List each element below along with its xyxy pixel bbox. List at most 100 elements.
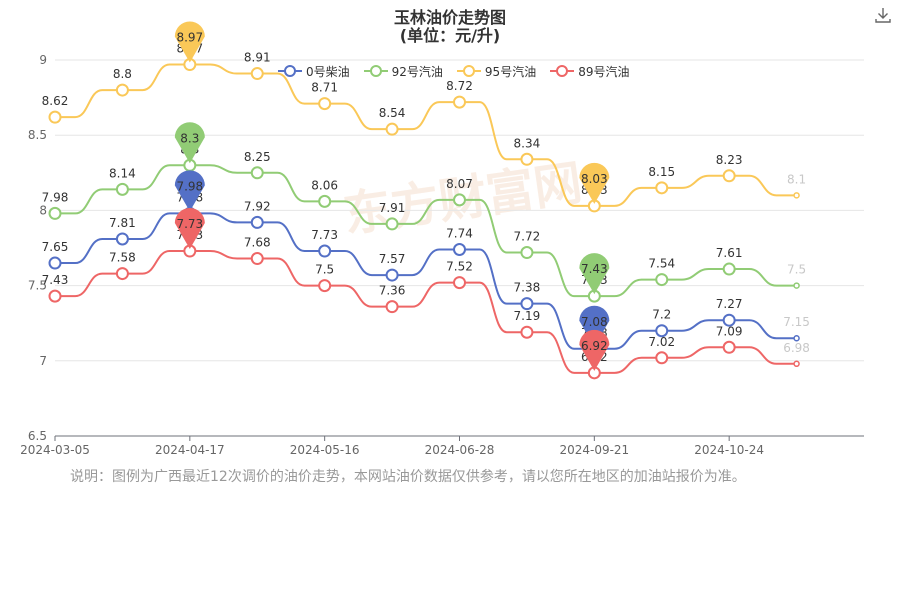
pin-label: 7.98 — [176, 179, 203, 193]
x-tick-label: 2024-03-05 — [20, 443, 90, 457]
data-point — [722, 340, 736, 354]
pin-label: 8.97 — [176, 31, 203, 45]
data-point — [385, 122, 399, 136]
data-point — [793, 192, 800, 199]
x-tick-label: 2024-09-21 — [559, 443, 629, 457]
pin-shape — [579, 329, 610, 371]
data-point — [115, 83, 129, 97]
footnote: 说明：图例为广西最近12次调价的油价走势，本网站油价数据仅供参考，请以您所在地区… — [70, 469, 746, 485]
max-marker: 8.97 — [174, 21, 205, 63]
series-3: 7.43 7.58 7.73 7.68 7.5 7.36 7.52 7.19 6.92 7.02 7… — [42, 228, 810, 380]
legend-label: 95号汽油 — [484, 64, 537, 79]
data-label: 8.91 — [244, 51, 271, 65]
data-label: 8.71 — [311, 81, 338, 95]
y-tick-label: 8 — [39, 203, 47, 217]
pin-label: 7.73 — [176, 217, 203, 231]
min-marker: 7.43 — [579, 253, 610, 295]
data-label: 7.73 — [311, 228, 338, 242]
data-point — [520, 246, 534, 260]
data-label: 7.09 — [716, 324, 743, 338]
max-marker: 7.73 — [174, 208, 205, 250]
data-label: 6.98 — [783, 341, 810, 355]
series-line — [55, 250, 797, 374]
data-point — [655, 324, 669, 338]
data-point — [655, 351, 669, 365]
data-point — [655, 181, 669, 195]
y-tick-label: 8.5 — [28, 128, 47, 142]
data-point — [385, 268, 399, 282]
data-label: 7.5 — [315, 263, 334, 277]
data-point — [793, 334, 800, 342]
data-point — [250, 252, 264, 266]
pin-label: 8.3 — [180, 131, 199, 145]
chart-legend: 0号柴油 92号汽油 95号汽油 89号汽油 — [278, 62, 629, 80]
y-tick-label: 7 — [39, 354, 47, 368]
data-label: 7.43 — [42, 273, 69, 287]
pin-shape — [174, 122, 205, 164]
data-label: 7.98 — [42, 190, 69, 204]
data-point — [385, 300, 399, 314]
data-point — [520, 325, 534, 339]
chart-title: 玉林油价走势图 — [393, 8, 506, 27]
data-label: 8.72 — [446, 79, 473, 93]
data-label: 7.19 — [514, 309, 541, 323]
legend-item[interactable]: 0号柴油 — [278, 62, 350, 80]
data-label: 7.52 — [446, 260, 473, 274]
data-label: 7.68 — [244, 236, 271, 250]
data-label: 7.36 — [379, 284, 406, 298]
data-label: 7.02 — [648, 335, 675, 349]
pin-shape — [579, 253, 610, 295]
legend-swatch — [456, 65, 481, 77]
data-label: 8.54 — [379, 106, 406, 120]
data-point — [318, 194, 332, 208]
data-label: 7.72 — [514, 230, 541, 244]
data-point — [453, 243, 466, 257]
data-point — [722, 262, 736, 276]
data-label: 7.61 — [716, 246, 743, 260]
pin-label: 8.03 — [581, 172, 608, 186]
series-line — [55, 212, 797, 350]
x-tick-label: 2024-06-28 — [425, 443, 495, 457]
chart-subtitle: (单位：元/升) — [399, 26, 501, 45]
data-label: 7.54 — [648, 257, 675, 271]
data-label: 7.2 — [652, 308, 671, 322]
data-point — [318, 279, 332, 293]
data-point — [520, 152, 534, 166]
data-label: 8.62 — [42, 94, 69, 108]
data-point — [453, 193, 466, 207]
legend-item[interactable]: 89号汽油 — [550, 62, 629, 80]
legend-label: 0号柴油 — [306, 64, 350, 79]
pin-shape — [174, 170, 205, 212]
legend-item[interactable]: 95号汽油 — [456, 62, 537, 80]
data-label: 8.23 — [716, 153, 743, 167]
data-point — [318, 244, 332, 258]
data-label: 8.15 — [648, 165, 675, 179]
data-point — [722, 313, 736, 327]
data-label: 7.92 — [244, 199, 271, 213]
data-label: 8.14 — [109, 166, 136, 180]
data-label: 8.1 — [787, 172, 806, 186]
data-point — [250, 166, 264, 180]
series-line — [55, 63, 797, 207]
data-label: 7.81 — [109, 216, 136, 230]
data-label: 7.74 — [446, 227, 473, 241]
data-point — [655, 273, 669, 287]
data-label: 8.06 — [311, 178, 338, 192]
legend-label: 89号汽油 — [578, 64, 630, 79]
data-label: 7.5 — [787, 263, 806, 277]
data-point — [318, 97, 332, 111]
data-point — [115, 232, 129, 246]
data-label: 7.57 — [379, 252, 406, 266]
min-marker: 6.92 — [579, 329, 610, 371]
data-point — [453, 95, 466, 109]
legend-item[interactable]: 92号汽油 — [363, 62, 443, 80]
download-icon[interactable] — [874, 6, 892, 24]
min-marker: 7.08 — [579, 305, 610, 347]
data-label: 8.07 — [446, 177, 473, 191]
data-point — [115, 182, 129, 196]
data-label: 7.91 — [379, 201, 406, 215]
y-tick-label: 7.5 — [28, 279, 47, 293]
data-label: 7.38 — [514, 281, 541, 295]
legend-swatch — [550, 65, 575, 77]
